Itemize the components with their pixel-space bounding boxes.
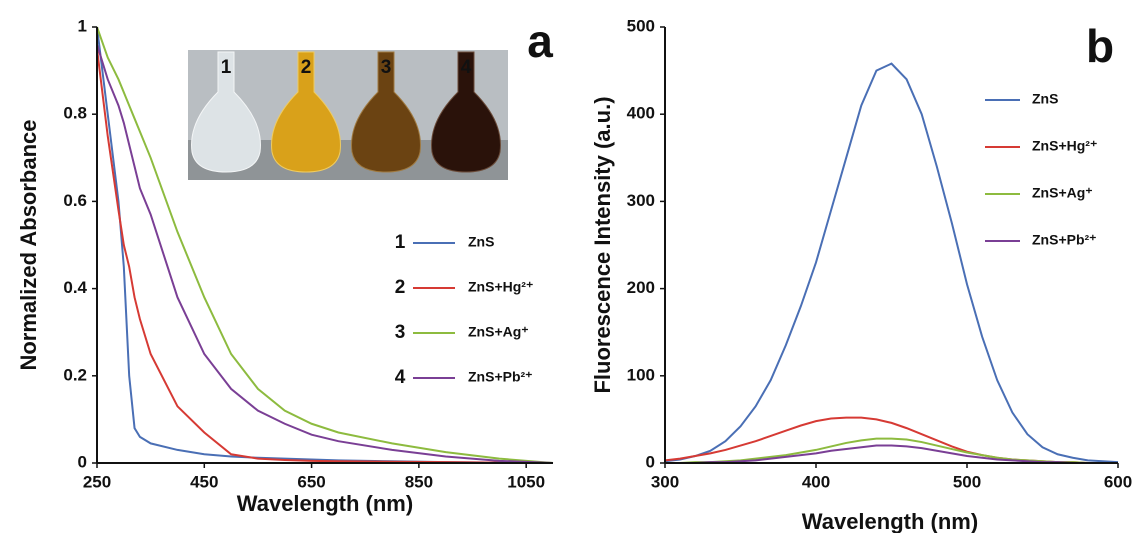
x-tick-label: 450 xyxy=(190,472,218,491)
panel-label: a xyxy=(527,15,553,67)
legend-number: 3 xyxy=(395,322,406,343)
legend-label: ZnS+Pb²⁺ xyxy=(1032,232,1097,248)
photo-number: 3 xyxy=(381,57,392,78)
legend-label: ZnS+Pb²⁺ xyxy=(468,369,533,385)
y-tick-label: 0.8 xyxy=(63,104,87,123)
photo-number: 4 xyxy=(461,57,472,78)
legend-label: ZnS xyxy=(468,234,494,250)
y-axis-title: Normalized Absorbance xyxy=(16,119,41,370)
legend-label: ZnS+Hg²⁺ xyxy=(468,279,533,295)
photo-number: 1 xyxy=(221,57,232,78)
y-tick-label: 0.6 xyxy=(63,191,87,210)
x-tick-label: 400 xyxy=(802,472,830,491)
legend-label: ZnS+Hg²⁺ xyxy=(1032,138,1097,154)
y-tick-label: 0 xyxy=(78,452,87,471)
y-tick-label: 0 xyxy=(646,452,655,471)
legend-label: ZnS xyxy=(1032,91,1058,107)
legend-number: 2 xyxy=(395,277,406,298)
x-tick-label: 600 xyxy=(1104,472,1132,491)
data-line xyxy=(665,418,1118,463)
x-axis-title: Wavelength (nm) xyxy=(237,491,413,516)
figure: 1 2 3 4 0 0.2 0.4 0.6 0.8 1 250 450 650 850 1050 1 Z… xyxy=(0,0,1135,533)
y-tick-label: 0.2 xyxy=(63,365,87,384)
data-line xyxy=(665,64,1118,463)
x-tick-label: 300 xyxy=(651,472,679,491)
x-tick-label: 850 xyxy=(405,472,433,491)
y-tick-label: 0.4 xyxy=(63,278,87,297)
y-tick-label: 500 xyxy=(627,16,655,35)
photo-number: 2 xyxy=(301,57,312,78)
legend-number: 4 xyxy=(395,367,406,388)
x-tick-label: 500 xyxy=(953,472,981,491)
y-tick-label: 1 xyxy=(78,16,87,35)
panel-label: b xyxy=(1086,20,1114,72)
y-axis-title: Fluorescence Intensity (a.u.) xyxy=(590,96,615,393)
x-tick-label: 650 xyxy=(297,472,325,491)
x-tick-label: 250 xyxy=(83,472,111,491)
y-tick-label: 200 xyxy=(627,278,655,297)
legend-label: ZnS+Ag⁺ xyxy=(1032,185,1093,201)
y-tick-label: 100 xyxy=(627,365,655,384)
inset-photo: 1 2 3 4 xyxy=(188,50,508,180)
y-tick-label: 400 xyxy=(627,104,655,123)
x-axis-title: Wavelength (nm) xyxy=(802,509,978,533)
legend-label: ZnS+Ag⁺ xyxy=(468,324,529,340)
y-tick-label: 300 xyxy=(627,191,655,210)
legend-number: 1 xyxy=(395,232,406,253)
x-tick-label: 1050 xyxy=(507,472,545,491)
